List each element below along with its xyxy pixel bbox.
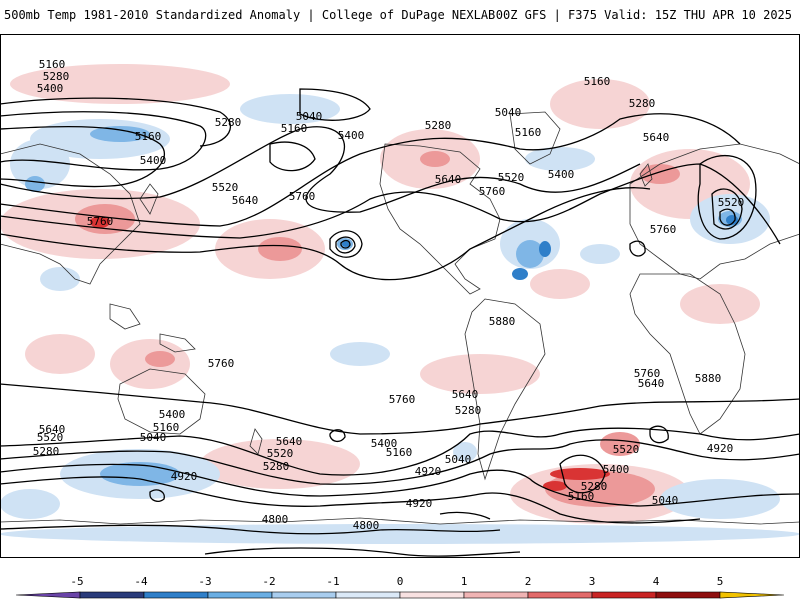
contour-label: 5640 <box>435 173 462 186</box>
colorbar-bin <box>463 591 529 599</box>
contour-label: 4920 <box>707 442 734 455</box>
coastlines <box>0 111 800 525</box>
contour-label: 5040 <box>445 453 472 466</box>
contour-label: 5640 <box>452 388 479 401</box>
contour-label: 5760 <box>634 367 661 380</box>
contour-label: 5280 <box>425 119 452 132</box>
colorbar-bin <box>207 591 273 599</box>
colorbar-tick-label: 1 <box>461 575 468 588</box>
contour-label: 5280 <box>33 445 60 458</box>
colorbar-bin <box>335 591 401 599</box>
contour-label: 5040 <box>495 106 522 119</box>
contour-label: 5280 <box>215 116 242 129</box>
colorbar-tick-label: -5 <box>70 575 83 588</box>
contour-label: 4800 <box>262 513 289 526</box>
contour-label: 4800 <box>353 519 380 532</box>
contour-label: 5160 <box>584 75 611 88</box>
colorbar-bin <box>143 591 209 599</box>
colorbar-tick-label: 2 <box>525 575 532 588</box>
contour-label: 5640 <box>232 194 259 207</box>
contour-label: 5040 <box>652 494 679 507</box>
contour-label: 5160 <box>281 122 308 135</box>
contour-label: 4920 <box>171 470 198 483</box>
contour-label: 5040 <box>296 110 323 123</box>
colorbar-tick-label: 5 <box>717 575 724 588</box>
colorbar-bin <box>527 591 593 599</box>
contour-label: 5160 <box>39 58 66 71</box>
contour-label: 5040 <box>140 431 167 444</box>
contour-label: 5640 <box>276 435 303 448</box>
colorbar-bin <box>719 591 785 599</box>
contour-label: 4920 <box>406 497 433 510</box>
contour-label: 5520 <box>613 443 640 456</box>
contour-label: 5400 <box>548 168 575 181</box>
anomaly-shading <box>0 64 800 544</box>
contour-label: 5760 <box>87 215 114 228</box>
contour-label: 5160 <box>153 421 180 434</box>
contour-label: 5520 <box>212 181 239 194</box>
contour-label: 5760 <box>479 185 506 198</box>
contour-label: 5520 <box>498 171 525 184</box>
colorbar-tick-label: 3 <box>589 575 596 588</box>
contour-label: 5880 <box>489 315 516 328</box>
contour-label: 5640 <box>39 423 66 436</box>
colorbar-tick-label: 4 <box>653 575 660 588</box>
colorbar-bin <box>79 591 145 599</box>
contour-label: 5280 <box>263 460 290 473</box>
model-valid-time: 00Z GFS | F375 Valid: 15Z THU APR 10 202… <box>495 8 792 22</box>
contour-label: 5520 <box>37 431 64 444</box>
contour-label: 5280 <box>581 480 608 493</box>
contour-label: 5280 <box>43 70 70 83</box>
colorbar-tick-label: -1 <box>326 575 339 588</box>
contour-label: 5640 <box>643 131 670 144</box>
contour-label: 5520 <box>718 196 745 209</box>
colorbar-tick-label: 0 <box>397 575 404 588</box>
colorbar-bin <box>15 591 81 599</box>
height-contours <box>0 88 800 557</box>
contour-label: 5160 <box>386 446 413 459</box>
colorbar-bin <box>271 591 337 599</box>
contour-label: 5760 <box>389 393 416 406</box>
contour-label: 5280 <box>629 97 656 110</box>
contour-label: 5760 <box>289 190 316 203</box>
contour-label: 5160 <box>568 490 595 503</box>
colorbar-tick-label: -3 <box>198 575 211 588</box>
contour-label: 5400 <box>37 82 64 95</box>
colorbar-legend: -5 -4 -3 -2 -1 0 1 2 3 4 5 <box>15 575 785 599</box>
contour-label: 5880 <box>695 372 722 385</box>
colorbar-tick-label: -2 <box>262 575 275 588</box>
contour-label: 5400 <box>338 129 365 142</box>
contour-label: 5160 <box>515 126 542 139</box>
contour-label: 4920 <box>415 465 442 478</box>
colorbar-bin <box>399 591 465 599</box>
map-title: 500mb Temp 1981-2010 Standardized Anomal… <box>4 8 496 22</box>
contour-label: 5400 <box>603 463 630 476</box>
contour-label: 5760 <box>650 223 677 236</box>
contour-label: 5760 <box>208 357 235 370</box>
contour-label: 5400 <box>159 408 186 421</box>
colorbar-bin <box>591 591 657 599</box>
contour-label: 5160 <box>135 130 162 143</box>
colorbar-bin <box>655 591 721 599</box>
contour-label: 5520 <box>267 447 294 460</box>
contour-label: 5280 <box>455 404 482 417</box>
contour-label: 5640 <box>638 377 665 390</box>
contour-label: 5400 <box>140 154 167 167</box>
colorbar-tick-label: -4 <box>134 575 148 588</box>
contour-label: 5400 <box>371 437 398 450</box>
